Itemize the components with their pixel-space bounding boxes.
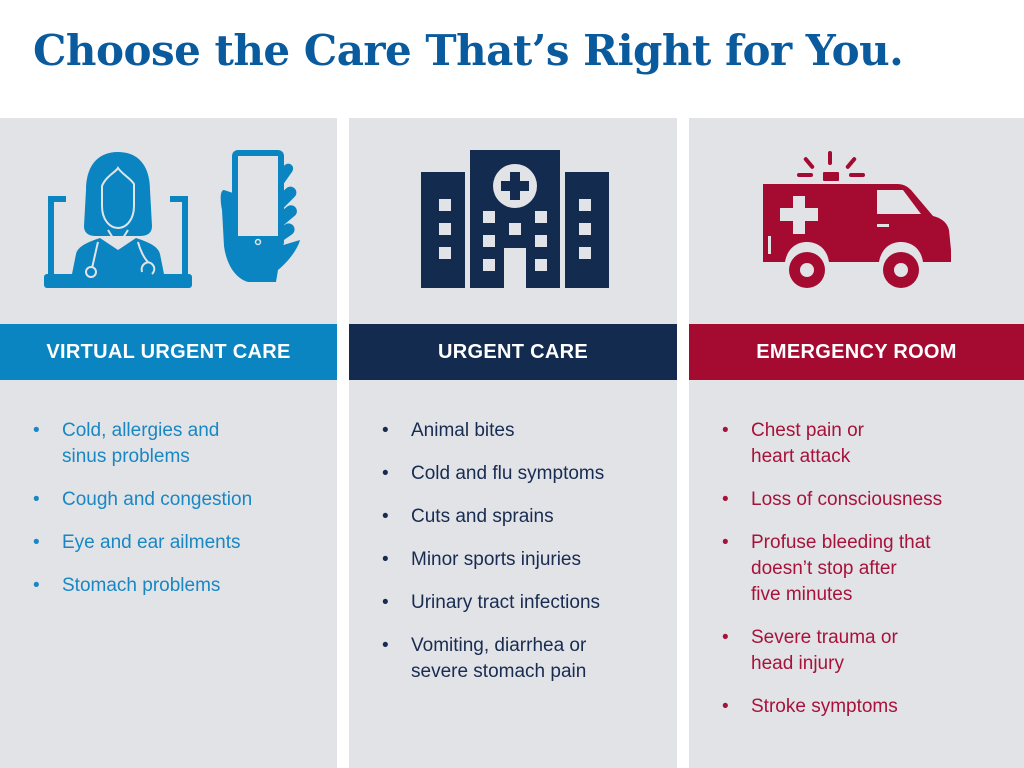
icon-area xyxy=(689,118,1024,324)
list-item: • Cold and flu symptoms xyxy=(382,461,604,487)
list-item: • Cold, allergies and sinus problems xyxy=(33,420,220,467)
bullet-icon: • xyxy=(33,532,40,553)
bullet-icon: • xyxy=(33,420,40,441)
bullet-icon: • xyxy=(382,420,389,441)
bullet-icon: • xyxy=(33,575,40,596)
section-header-label: EMERGENCY ROOM xyxy=(756,340,957,363)
bullet-icon: • xyxy=(722,696,729,717)
list-item: • Stroke symptoms xyxy=(722,694,942,720)
doctor-laptop-icon xyxy=(44,152,192,288)
emergency-room-panel: EMERGENCY ROOM • Chest pain or heart atta… xyxy=(689,118,1024,768)
urgent-care-panel: URGENT CARE • Animal bites • Cold and flu … xyxy=(349,118,677,768)
bullet-icon: • xyxy=(33,489,40,510)
bullet-icon: • xyxy=(382,592,389,613)
conditions-list: • Chest pain or heart attack • Loss of con… xyxy=(722,418,942,737)
virtual-urgent-care-panel: VIRTUAL URGENT CARE • Cold, allergies and… xyxy=(0,118,337,768)
list-item: • Eye and ear ailments xyxy=(33,530,252,556)
section-header: VIRTUAL URGENT CARE xyxy=(0,324,337,380)
ambulance-icon xyxy=(763,151,951,288)
list-item: • Loss of consciousness xyxy=(722,487,942,513)
icon-area xyxy=(0,118,337,324)
bullet-icon: • xyxy=(722,420,729,441)
bullet-icon: • xyxy=(382,506,389,527)
list-item: • Cough and congestion xyxy=(33,487,252,513)
smartphone-hand-icon xyxy=(220,150,300,282)
page-title: Choose the Care That’s Right for You. xyxy=(33,26,904,75)
hospital-building-icon xyxy=(421,150,609,288)
list-item: • Cuts and sprains xyxy=(382,504,604,530)
conditions-list: • Animal bites • Cold and flu symptoms • Cu… xyxy=(382,418,604,702)
section-header-label: VIRTUAL URGENT CARE xyxy=(46,340,291,363)
conditions-list: • Cold, allergies and sinus problems • Cou… xyxy=(33,418,252,616)
bullet-icon: • xyxy=(722,627,729,648)
list-item: • Severe trauma or head injury xyxy=(722,627,898,674)
list-item: • Chest pain or heart attack xyxy=(722,420,865,467)
list-item: • Animal bites xyxy=(382,418,604,444)
list-item: • Minor sports injuries xyxy=(382,547,604,573)
bullet-icon: • xyxy=(722,489,729,510)
bullet-icon: • xyxy=(722,532,729,553)
bullet-icon: • xyxy=(382,549,389,570)
list-item: • Profuse bleeding that doesn’t stop afte… xyxy=(722,532,931,605)
bullet-icon: • xyxy=(382,463,389,484)
list-item: • Urinary tract infections xyxy=(382,590,604,616)
list-item: • Vomiting, diarrhea or severe stomach pa… xyxy=(382,635,587,682)
section-header-label: URGENT CARE xyxy=(438,340,588,363)
list-item: • Stomach problems xyxy=(33,573,252,599)
section-header: EMERGENCY ROOM xyxy=(689,324,1024,380)
bullet-icon: • xyxy=(382,635,389,656)
icon-area xyxy=(349,118,677,324)
section-header: URGENT CARE xyxy=(349,324,677,380)
